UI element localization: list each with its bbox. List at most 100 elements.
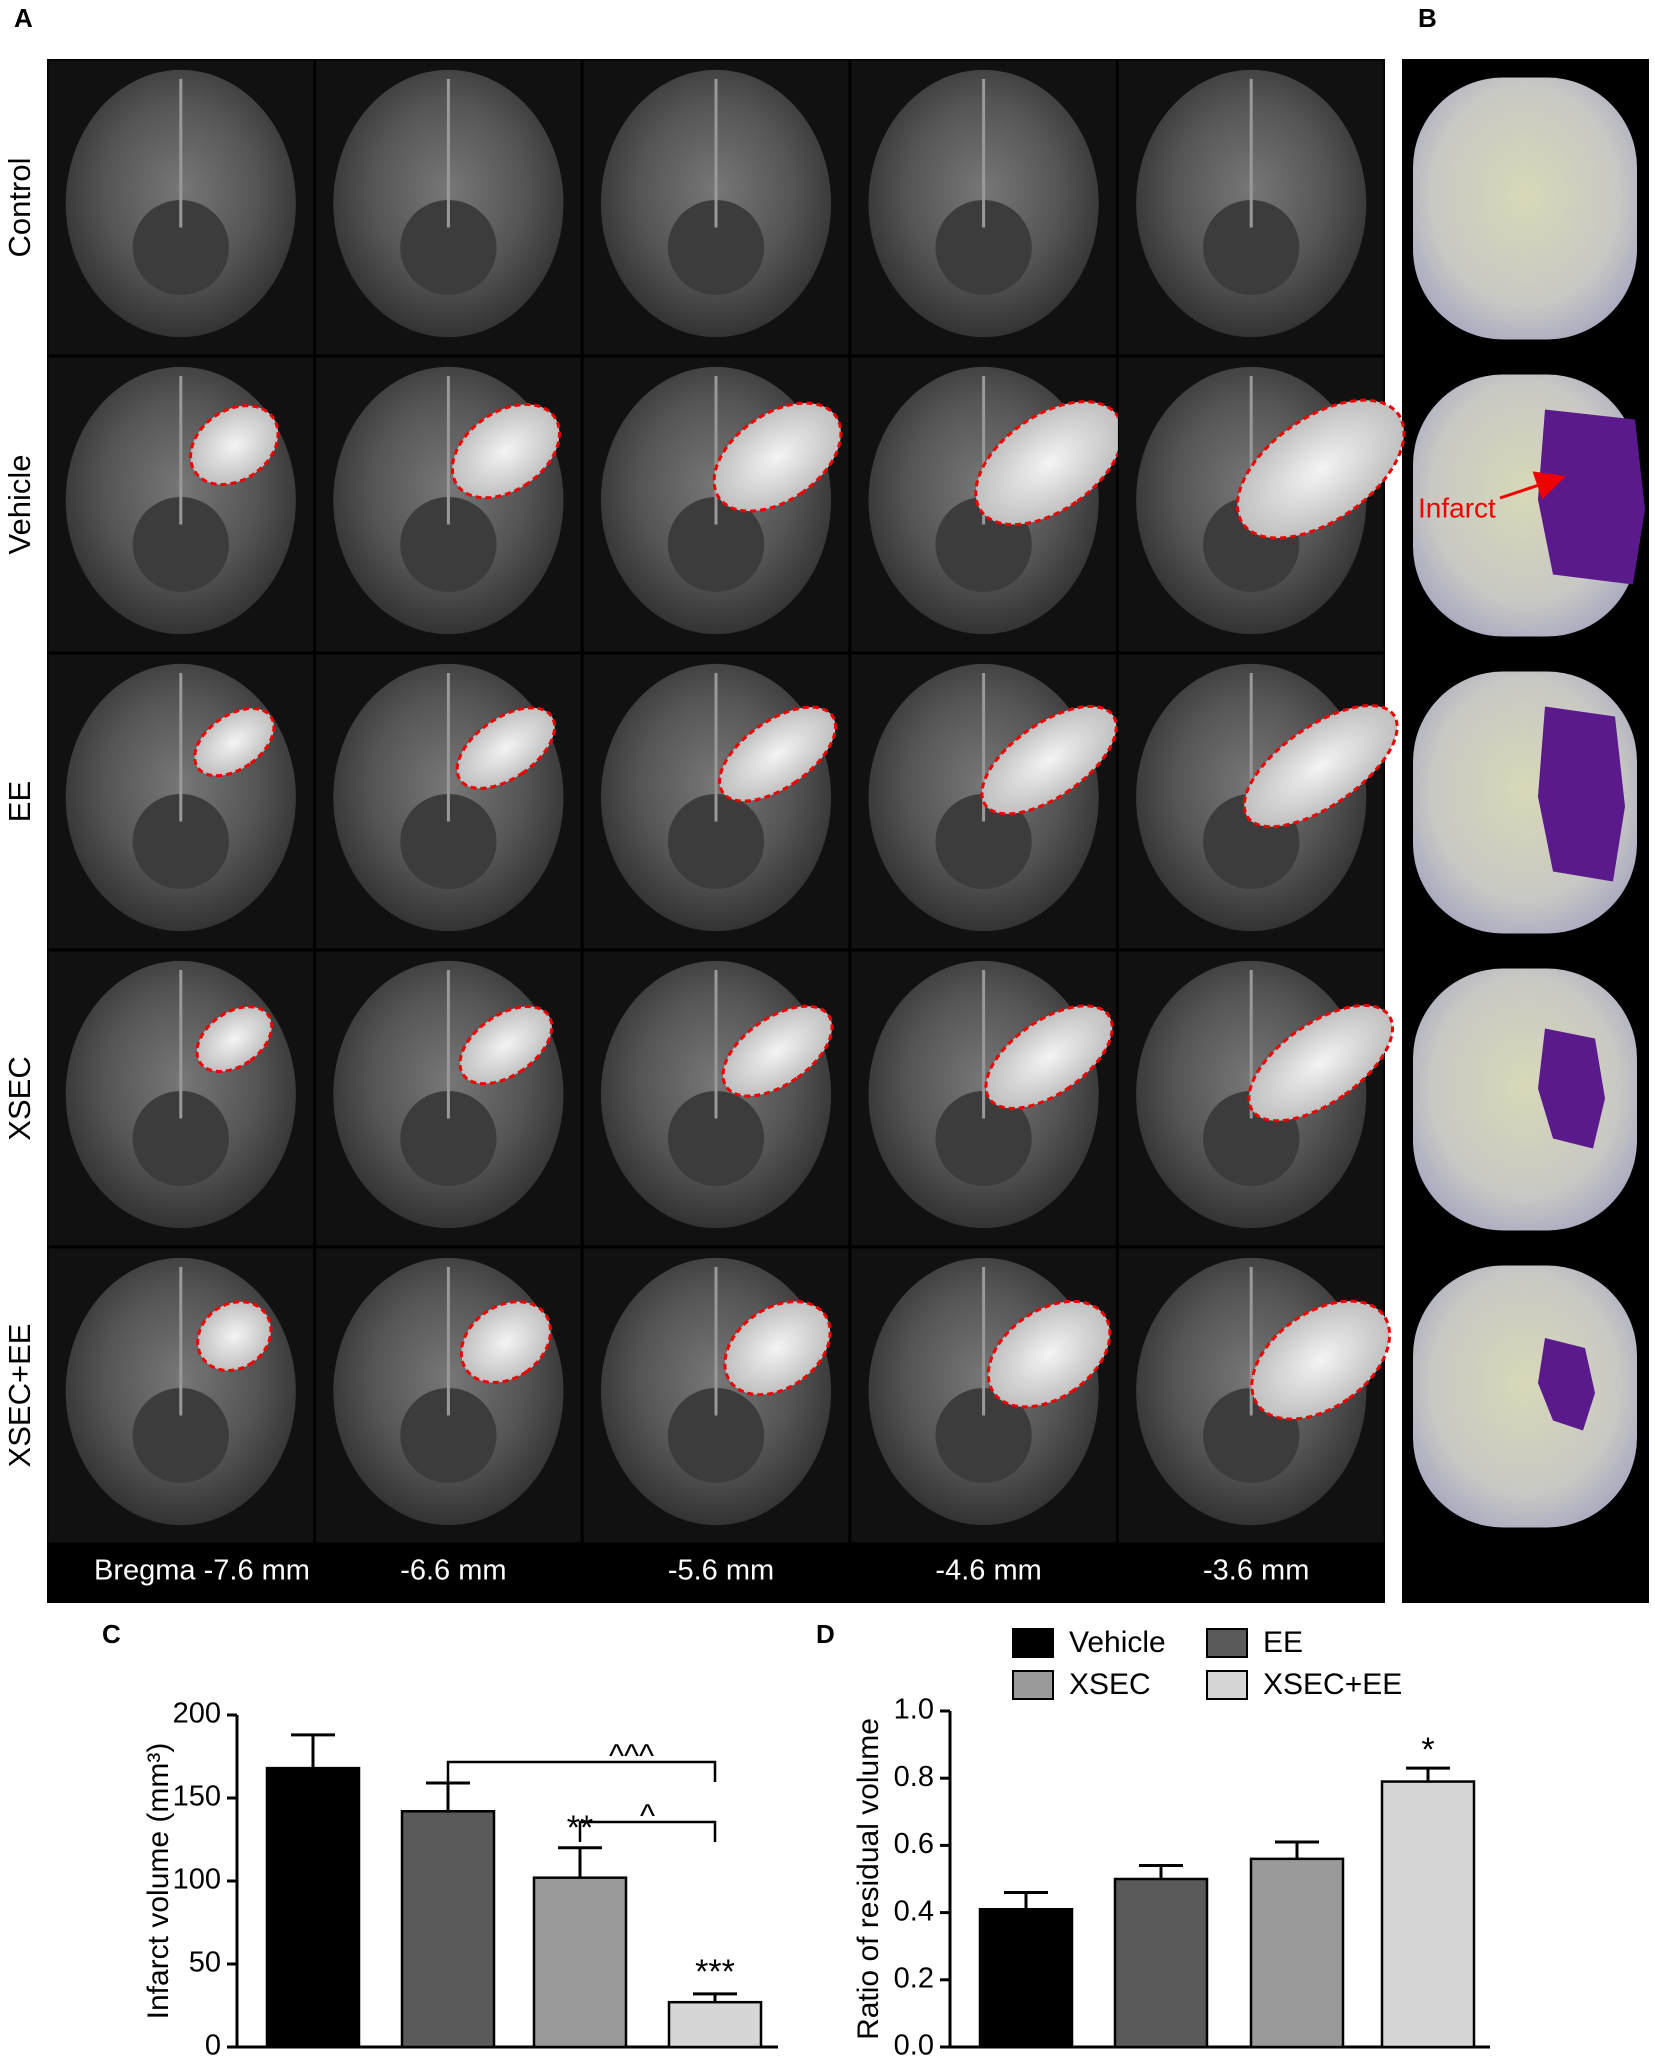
brain-structure (400, 1090, 497, 1187)
y-tick-label: 0 (205, 2030, 221, 2062)
infarct-region (721, 1004, 834, 1098)
infarct-render (1538, 706, 1625, 882)
infarct-region (196, 1300, 273, 1372)
brain-structure (400, 199, 497, 296)
panel-label: C (102, 1619, 121, 1649)
render-shape (1413, 77, 1637, 340)
brain-structure (400, 1387, 497, 1484)
brain-structure (132, 1387, 229, 1484)
brain-structure (667, 793, 765, 890)
error-bar (1004, 1890, 1048, 1910)
y-tick-label: 150 (173, 1781, 221, 1813)
infarct-region (459, 1300, 553, 1385)
row-label: XSEC+EE (2, 1324, 37, 1468)
infarct-region (980, 704, 1118, 816)
bracket (578, 1820, 717, 1842)
y-tick-label: 200 (173, 1698, 221, 1730)
brain-structure (935, 1387, 1032, 1484)
error-bar (1406, 1766, 1450, 1782)
infarct-render (1538, 409, 1645, 585)
legend-swatch (1206, 1670, 1248, 1700)
legend-swatch (1012, 1628, 1054, 1658)
infarct-region (712, 401, 843, 513)
brain-structure (935, 793, 1032, 890)
infarct-region (1247, 1003, 1395, 1123)
infarct-region (458, 1004, 554, 1086)
y-axis-label: Infarct volume (mm³) (142, 1743, 175, 2020)
infarct-region (195, 1005, 274, 1073)
render-shape (1413, 968, 1637, 1231)
brain-structure (667, 1090, 765, 1187)
infarct-region (455, 706, 557, 790)
row-label: EE (2, 781, 37, 822)
infarct-region (189, 404, 280, 487)
y-tick-label: 1.0 (894, 1694, 934, 1726)
y-tick-label: 0.4 (894, 1895, 934, 1927)
y-tick-label: 50 (189, 1947, 221, 1979)
brain-structure (667, 496, 765, 593)
render-shape (1413, 1265, 1637, 1528)
brain-structure (132, 199, 229, 296)
significance: *** (695, 1953, 735, 1991)
panel-label: A (14, 3, 33, 33)
y-tick-label: 100 (173, 1864, 221, 1896)
bar (265, 1766, 361, 2049)
bar (400, 1810, 496, 2049)
bar (978, 1907, 1074, 2049)
bar (1380, 1780, 1476, 2049)
row-label: Vehicle (2, 455, 37, 555)
legend-label: EE (1263, 1626, 1303, 1659)
infarct-region (984, 1004, 1114, 1110)
bracket (446, 1760, 717, 1782)
brain-structure (1203, 199, 1300, 296)
legend-label: XSEC+EE (1263, 1668, 1402, 1701)
infarct-region (1250, 1299, 1392, 1421)
column-label: -5.6 mm (668, 1555, 774, 1587)
significance: * (1421, 1731, 1434, 1769)
error-bar (426, 1781, 470, 1812)
bar (1249, 1857, 1345, 2049)
infarct-region (193, 706, 276, 778)
column-label: -3.6 mm (1203, 1555, 1309, 1587)
y-tick-label: 0.0 (894, 2030, 934, 2062)
legend-swatch (1206, 1628, 1248, 1658)
infarct-render (1538, 1028, 1605, 1149)
brain-structure (132, 496, 229, 593)
error-bar (1275, 1840, 1319, 1859)
bar (1113, 1877, 1209, 2049)
brain-structure (667, 1387, 765, 1484)
brain-structure (132, 793, 229, 890)
bar (532, 1876, 628, 2049)
y-tick-label: 0.6 (894, 1828, 934, 1860)
y-axis-label: Ratio of residual volume (852, 1718, 885, 2040)
brain-structure (132, 1090, 229, 1187)
comparison-label: ^^^ (609, 1737, 654, 1773)
infarct-region (974, 400, 1124, 527)
infarct-annotation: Infarct (1418, 492, 1496, 523)
column-label: -6.6 mm (400, 1555, 506, 1587)
legend-swatch (1012, 1670, 1054, 1700)
row-label: Control (2, 158, 37, 258)
brain-structure (935, 199, 1032, 296)
comparison-label: ^ (640, 1797, 655, 1833)
panel-label: D (816, 1619, 835, 1649)
brain-structure (400, 793, 497, 890)
error-bar (693, 1992, 737, 2003)
infarct-region (986, 1299, 1112, 1409)
panel-label: B (1418, 3, 1437, 33)
infarct-region (1242, 704, 1399, 829)
annotation-arrow (1499, 471, 1566, 500)
column-label: Bregma -7.6 mm (94, 1555, 310, 1587)
error-bar (1139, 1864, 1183, 1879)
legend-label: Vehicle (1069, 1626, 1166, 1659)
legend-label: XSEC (1069, 1668, 1151, 1701)
infarct-render (1538, 1338, 1595, 1431)
column-label: -4.6 mm (935, 1555, 1041, 1587)
infarct-region (718, 705, 837, 803)
brain-structure (667, 199, 765, 296)
infarct-region (450, 402, 561, 500)
brain-structure (935, 1090, 1032, 1187)
y-tick-label: 0.2 (894, 1962, 934, 1994)
error-bar (291, 1733, 335, 1769)
